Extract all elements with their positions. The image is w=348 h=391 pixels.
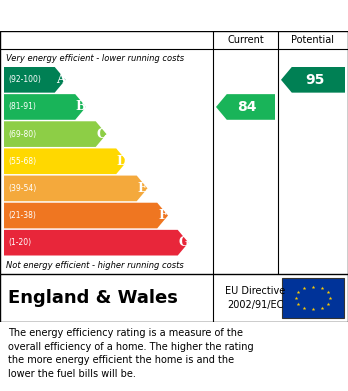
Text: 95: 95 [305, 73, 324, 87]
Polygon shape [4, 149, 127, 174]
Text: The energy efficiency rating is a measure of the
overall efficiency of a home. T: The energy efficiency rating is a measur… [8, 328, 254, 379]
Polygon shape [281, 67, 345, 93]
Polygon shape [4, 67, 65, 93]
Text: (39-54): (39-54) [8, 184, 36, 193]
Polygon shape [4, 94, 86, 120]
Text: (55-68): (55-68) [8, 157, 36, 166]
Text: Current: Current [227, 35, 264, 45]
Text: D: D [117, 155, 128, 168]
Text: (21-38): (21-38) [8, 211, 36, 220]
Text: Potential: Potential [292, 35, 334, 45]
Polygon shape [4, 121, 106, 147]
Polygon shape [216, 94, 275, 120]
Text: E: E [138, 182, 148, 195]
Polygon shape [4, 176, 148, 201]
Text: England & Wales: England & Wales [8, 289, 178, 307]
Bar [282, 278, 344, 318]
Polygon shape [4, 203, 168, 228]
Text: (1-20): (1-20) [8, 238, 31, 247]
Text: 84: 84 [237, 100, 257, 114]
Text: F: F [159, 209, 168, 222]
Text: Very energy efficient - lower running costs: Very energy efficient - lower running co… [6, 54, 184, 63]
Text: Not energy efficient - higher running costs: Not energy efficient - higher running co… [6, 262, 184, 271]
Text: (81-91): (81-91) [8, 102, 36, 111]
Text: (69-80): (69-80) [8, 129, 36, 138]
Text: EU Directive
2002/91/EC: EU Directive 2002/91/EC [226, 286, 286, 310]
Text: C: C [97, 127, 106, 141]
Polygon shape [4, 230, 189, 255]
Text: B: B [76, 100, 86, 113]
Text: A: A [56, 74, 65, 86]
Text: Energy Efficiency Rating: Energy Efficiency Rating [8, 8, 218, 23]
Text: (92-100): (92-100) [8, 75, 41, 84]
Text: G: G [178, 236, 189, 249]
